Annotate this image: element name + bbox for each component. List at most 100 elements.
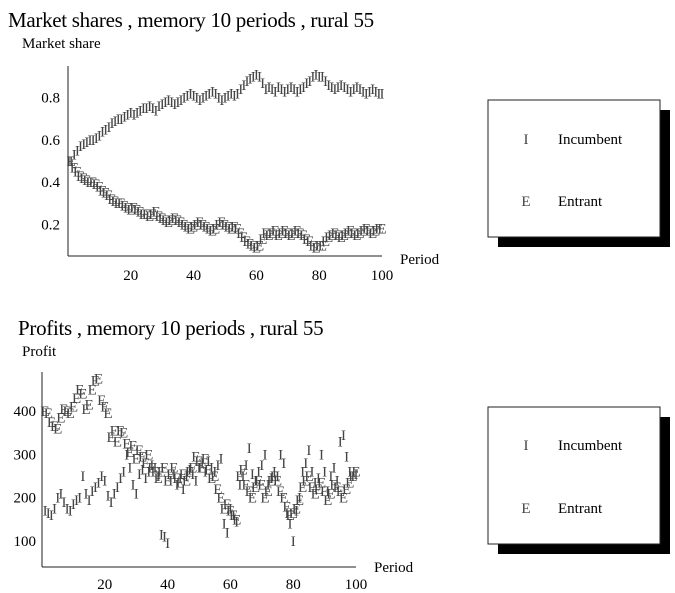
data-point-incumbent: I — [185, 89, 190, 105]
data-point-incumbent: I — [87, 133, 92, 149]
data-point-entrant: E — [173, 213, 182, 229]
data-point-incumbent: I — [306, 443, 311, 459]
data-point-incumbent: I — [328, 469, 333, 485]
data-point-entrant: E — [82, 173, 91, 189]
data-point-entrant: E — [337, 230, 346, 246]
data-point-incumbent: I — [112, 486, 117, 502]
data-point-incumbent: I — [157, 99, 162, 115]
data-point-entrant: E — [277, 226, 286, 242]
data-point-entrant: E — [283, 226, 292, 242]
data-point-incumbent: I — [276, 80, 281, 96]
data-point-entrant: E — [333, 480, 342, 496]
data-point-entrant: E — [207, 471, 216, 487]
data-point-incumbent: I — [122, 110, 127, 126]
data-point-incumbent: I — [147, 99, 152, 115]
data-point-incumbent: I — [156, 469, 161, 485]
data-point-incumbent: I — [325, 484, 330, 500]
data-point-incumbent: I — [323, 74, 328, 90]
data-point-incumbent: I — [358, 82, 363, 98]
data-point-incumbent: I — [275, 469, 280, 485]
data-point-incumbent: I — [303, 456, 308, 472]
data-point-incumbent: I — [197, 460, 202, 476]
y-tick-label: 0.6 — [41, 133, 60, 149]
data-point-entrant: E — [205, 222, 214, 238]
data-point-entrant: E — [110, 424, 119, 440]
data-point-entrant: E — [201, 452, 210, 468]
data-point-entrant: E — [66, 406, 75, 422]
data-point-incumbent: I — [250, 467, 255, 483]
legend-symbol-incumbent: I — [524, 132, 529, 148]
data-point-incumbent: I — [144, 101, 149, 117]
legend-label-incumbent: Incumbent — [558, 438, 623, 454]
data-point-incumbent: I — [297, 491, 302, 507]
data-point-incumbent: I — [188, 86, 193, 102]
data-point-entrant: E — [232, 512, 241, 528]
data-point-incumbent: I — [160, 97, 165, 113]
data-point-incumbent: I — [272, 465, 277, 481]
data-point-entrant: E — [126, 203, 135, 219]
data-point-incumbent: I — [184, 469, 189, 485]
data-point-incumbent: I — [270, 82, 275, 98]
data-point-entrant: E — [351, 465, 360, 481]
data-point-entrant: E — [213, 482, 222, 498]
data-point-incumbent: I — [301, 80, 306, 96]
data-point-entrant: E — [94, 372, 103, 388]
data-point-entrant: E — [79, 171, 88, 187]
data-point-entrant: E — [183, 219, 192, 235]
data-point-incumbent: I — [336, 80, 341, 96]
data-point-incumbent: I — [354, 467, 359, 483]
data-point-entrant: E — [191, 450, 200, 466]
data-point-incumbent: I — [345, 82, 350, 98]
x-tick-label: 20 — [123, 268, 138, 284]
data-point-incumbent: I — [257, 70, 262, 86]
data-point-incumbent: I — [295, 84, 300, 100]
y-ticks: 0.2 0.4 0.6 0.8 — [41, 91, 60, 234]
data-point-incumbent: I — [90, 484, 95, 500]
profits-chart: Profits , memory 10 periods , rural 55 P… — [14, 316, 414, 593]
data-point-incumbent: I — [91, 133, 96, 149]
x-axis-label: Period — [374, 560, 414, 576]
data-point-entrant: E — [123, 200, 132, 216]
data-point-incumbent: I — [347, 465, 352, 481]
data-point-entrant: E — [298, 480, 307, 496]
data-point-incumbent: I — [341, 428, 346, 444]
data-point-incumbent: I — [190, 467, 195, 483]
data-point-incumbent: I — [298, 82, 303, 98]
data-point-entrant: E — [333, 228, 342, 244]
data-point-incumbent: I — [219, 93, 224, 109]
y-tick-label: 300 — [14, 447, 37, 463]
data-point-entrant: E — [317, 476, 326, 492]
data-point-incumbent: I — [370, 82, 375, 98]
data-point-incumbent: I — [282, 84, 287, 100]
data-point-entrant: E — [160, 460, 169, 476]
data-point-incumbent: I — [128, 105, 133, 121]
data-point-incumbent: I — [193, 473, 198, 489]
y-tick-label: 400 — [14, 404, 37, 420]
data-point-incumbent: I — [216, 91, 221, 107]
data-point-incumbent: I — [367, 84, 372, 100]
data-point-incumbent: I — [310, 465, 315, 481]
data-point-incumbent: I — [294, 504, 299, 520]
data-point-entrant: E — [270, 469, 279, 485]
data-point-entrant: E — [289, 506, 298, 522]
data-point-entrant: E — [154, 209, 163, 225]
data-point-entrant: E — [343, 226, 352, 242]
data-point-incumbent: I — [332, 460, 337, 476]
x-tick-label: 80 — [312, 268, 327, 284]
data-point-incumbent: I — [172, 97, 177, 113]
data-point-incumbent: I — [113, 114, 118, 130]
data-point-incumbent: I — [84, 135, 89, 151]
data-point-entrant: E — [186, 222, 195, 238]
data-point-incumbent: I — [81, 137, 86, 153]
data-point-entrant: E — [254, 473, 263, 489]
data-point-entrant: E — [292, 502, 301, 518]
data-point-incumbent: I — [223, 91, 228, 107]
data-point-entrant: E — [135, 443, 144, 459]
data-point-incumbent: I — [105, 489, 110, 505]
data-point-entrant: E — [268, 226, 277, 242]
market-share-chart: Market shares , memory 10 periods , rura… — [8, 8, 440, 284]
data-point-incumbent: I — [179, 93, 184, 109]
data-point-entrant: E — [274, 228, 283, 244]
data-point-incumbent: I — [100, 124, 105, 140]
